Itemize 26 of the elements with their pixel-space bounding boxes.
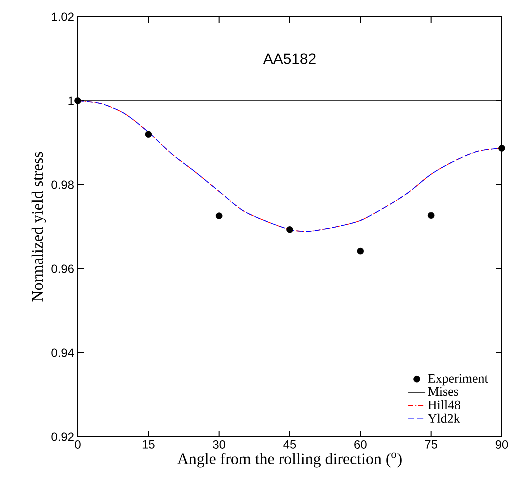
x-axis-title: Angle from the rolling direction ($^{o}$) bbox=[178, 452, 402, 468]
legend-label: Hill48 bbox=[428, 400, 461, 410]
y-tick-label: 0.94 bbox=[52, 348, 74, 358]
x-tick-label: 75 bbox=[425, 440, 438, 449]
x-tick-label: 60 bbox=[354, 440, 367, 449]
legend-label: Mises bbox=[428, 387, 458, 396]
x-tick-label: 45 bbox=[284, 440, 296, 449]
point bbox=[357, 248, 364, 255]
legend-label: Experiment bbox=[428, 374, 488, 386]
x-tick-label: 30 bbox=[213, 440, 226, 449]
y-tick-label: 1.02 bbox=[52, 12, 74, 22]
y-tick-label: 1 bbox=[68, 96, 74, 106]
annotation: AA5182 bbox=[263, 54, 316, 64]
y-tick-label: 0.92 bbox=[52, 432, 74, 442]
y-tick-label: 0.98 bbox=[52, 180, 74, 190]
x-tick-label: 15 bbox=[142, 440, 155, 449]
y-tick-label: 0.96 bbox=[52, 264, 74, 274]
legend-label: Yld2k bbox=[428, 414, 460, 424]
point bbox=[145, 131, 152, 138]
point bbox=[216, 212, 223, 220]
x-tick-label: 90 bbox=[496, 440, 508, 449]
point bbox=[286, 226, 294, 234]
point bbox=[428, 212, 435, 220]
x-tick-label: 0 bbox=[75, 440, 81, 449]
point bbox=[74, 98, 82, 104]
y-axis-title: Normalized yield stress bbox=[32, 152, 46, 302]
